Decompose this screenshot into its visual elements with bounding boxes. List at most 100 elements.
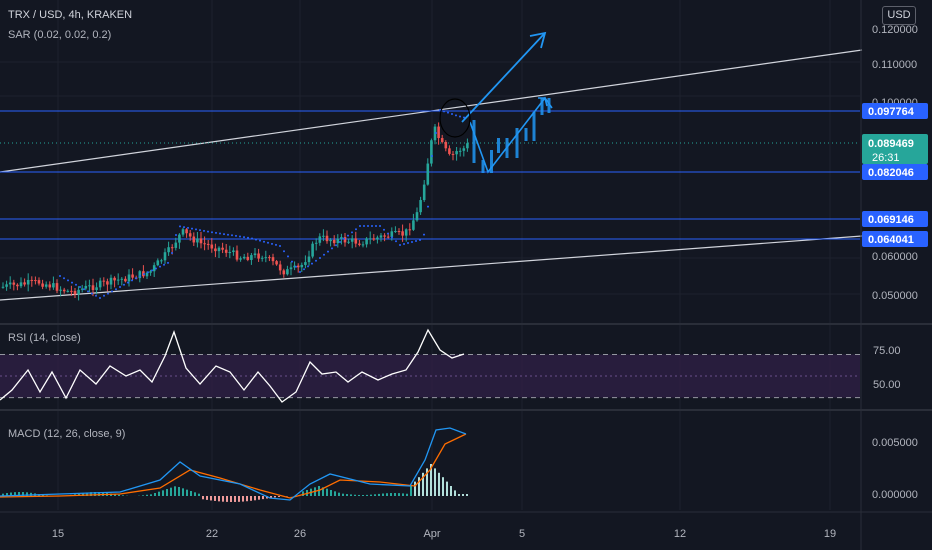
candle-body bbox=[404, 229, 408, 236]
macd-histogram-bar bbox=[190, 491, 192, 496]
sar-legend[interactable]: SAR (0.02, 0.02, 0.2) bbox=[8, 29, 112, 41]
horizontal-levels[interactable] bbox=[0, 110, 860, 240]
sar-dot bbox=[131, 279, 133, 282]
sar-dot bbox=[391, 236, 393, 239]
candle-body bbox=[250, 255, 253, 260]
candle-body bbox=[239, 258, 242, 260]
candle-body bbox=[293, 265, 296, 268]
price-axis[interactable]: 0.1200000.1100000.1000000.0600000.050000… bbox=[862, 24, 928, 501]
candle-body bbox=[253, 253, 257, 256]
macd-histogram-bar bbox=[394, 493, 396, 496]
macd-histogram-bar bbox=[346, 494, 348, 496]
candle-body bbox=[430, 140, 433, 164]
candle-body bbox=[199, 238, 203, 244]
sar-dot bbox=[211, 231, 213, 234]
candle-body bbox=[232, 250, 235, 253]
trendlines[interactable] bbox=[0, 49, 863, 301]
sar-dot bbox=[79, 286, 81, 288]
candle-body bbox=[113, 277, 116, 281]
sar-dot bbox=[83, 288, 85, 291]
sar-dot bbox=[255, 238, 257, 241]
sar-dot bbox=[191, 227, 193, 230]
time-axis[interactable]: 15 22 26 Apr 5 12 19 bbox=[52, 528, 836, 540]
macd-histogram-bar bbox=[26, 492, 28, 496]
sar-dot bbox=[351, 231, 353, 234]
macd-histogram-bar bbox=[426, 468, 428, 496]
candle-body bbox=[422, 184, 426, 201]
candle-body bbox=[62, 289, 66, 292]
sar-dot bbox=[183, 226, 185, 229]
candle-body bbox=[34, 280, 37, 282]
candle-body bbox=[426, 163, 430, 185]
currency-button[interactable]: USD bbox=[882, 6, 916, 25]
candle-body bbox=[52, 283, 55, 288]
sar-dot bbox=[375, 225, 377, 227]
candle-body bbox=[361, 244, 365, 246]
macd-histogram-bar bbox=[210, 496, 212, 501]
macd-histogram-bar bbox=[258, 496, 260, 500]
sar-dot bbox=[335, 244, 337, 247]
sar-dot bbox=[99, 297, 101, 299]
macd-histogram-bar bbox=[458, 494, 460, 496]
sar-dot bbox=[151, 269, 153, 272]
rsi-legend[interactable]: RSI (14, close) bbox=[8, 332, 81, 344]
candle-body bbox=[149, 271, 152, 273]
candle-body bbox=[322, 235, 325, 237]
candle-body bbox=[138, 271, 142, 279]
sar-dot bbox=[423, 233, 425, 236]
candle-body bbox=[178, 234, 181, 243]
projection-bar bbox=[490, 150, 493, 173]
macd-histogram-bar bbox=[42, 494, 44, 496]
macd-histogram-bar bbox=[442, 477, 444, 496]
candle-body bbox=[77, 289, 80, 295]
sar-dot bbox=[311, 262, 313, 265]
sar-dot bbox=[71, 281, 73, 284]
candle-body bbox=[5, 284, 8, 287]
macd-histogram-bar bbox=[378, 493, 380, 496]
candle-body bbox=[59, 289, 62, 291]
candle-body bbox=[390, 231, 394, 237]
macd-histogram-bar bbox=[274, 496, 276, 498]
macd-histogram-bar bbox=[234, 496, 236, 502]
candle-body bbox=[106, 281, 109, 285]
sar-dot bbox=[387, 232, 389, 235]
sar-dot bbox=[295, 265, 297, 268]
sar-dot bbox=[231, 234, 233, 237]
sar-dot bbox=[343, 237, 345, 240]
sar-dot bbox=[223, 233, 225, 236]
sar-dot bbox=[323, 253, 325, 256]
macd-histogram-bar bbox=[318, 486, 320, 496]
candle-body bbox=[271, 257, 275, 262]
candle-body bbox=[37, 280, 41, 284]
macd-histogram-bar bbox=[182, 488, 184, 496]
symbol-legend[interactable]: TRX / USD, 4h, KRAKEN bbox=[8, 9, 133, 21]
candle-body bbox=[289, 267, 293, 270]
sar-dot bbox=[315, 259, 317, 262]
candle-body bbox=[458, 150, 462, 152]
candle-body bbox=[350, 238, 354, 242]
macd-legend[interactable]: MACD (12, 26, close, 9) bbox=[8, 428, 126, 440]
time-axis-tick: 15 bbox=[52, 528, 64, 540]
rsi-series bbox=[0, 328, 465, 403]
sar-dot bbox=[243, 236, 245, 239]
macd-histogram-bar bbox=[338, 492, 340, 496]
sar-dot bbox=[299, 271, 301, 273]
sar-dot bbox=[207, 230, 209, 233]
candle-body bbox=[314, 242, 318, 244]
macd-histogram-bar bbox=[178, 487, 180, 496]
macd-histogram-bar bbox=[94, 492, 96, 496]
candle-body bbox=[145, 272, 149, 277]
macd-histogram-bar bbox=[18, 492, 20, 496]
candle-body bbox=[116, 279, 120, 281]
macd-histogram-bar bbox=[10, 492, 12, 496]
last-price-tag bbox=[862, 134, 928, 164]
candle-body bbox=[109, 277, 113, 285]
candle-body bbox=[347, 241, 350, 243]
macd-histogram-bar bbox=[322, 487, 324, 496]
sar-dot bbox=[459, 115, 461, 118]
sar-dot bbox=[419, 239, 421, 241]
macd-histogram-bar bbox=[362, 494, 364, 496]
user-drawings[interactable] bbox=[439, 31, 553, 174]
